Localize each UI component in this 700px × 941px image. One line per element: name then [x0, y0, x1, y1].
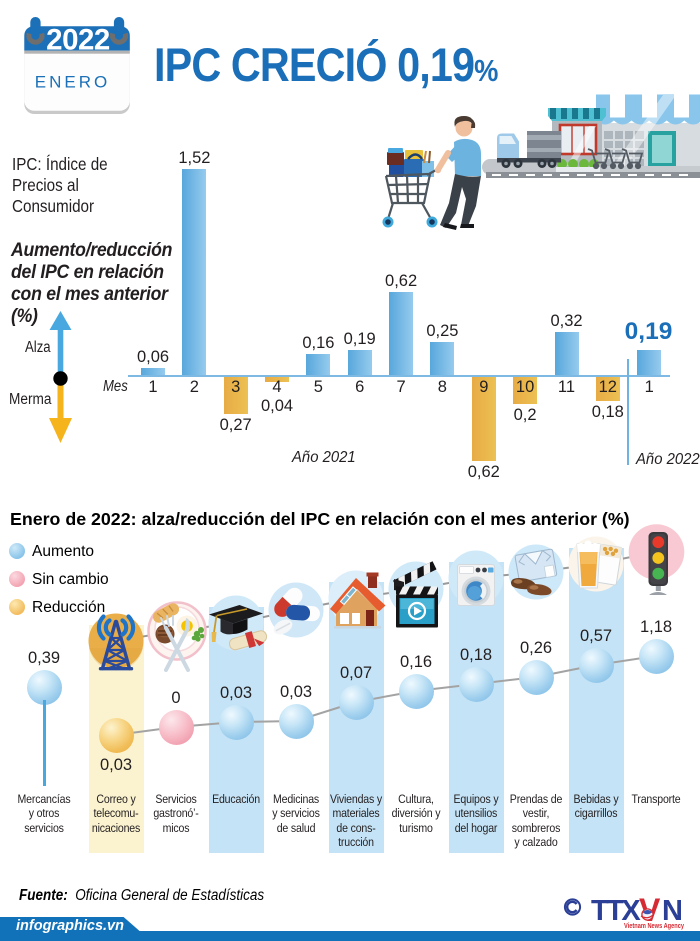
svg-text:2022: 2022	[46, 24, 110, 57]
svg-text:TTX: TTX	[591, 895, 641, 927]
svg-text:Vietnam News Agency: Vietnam News Agency	[624, 921, 685, 930]
svg-text:N: N	[662, 895, 681, 927]
svg-text:ENERO: ENERO	[35, 73, 110, 92]
